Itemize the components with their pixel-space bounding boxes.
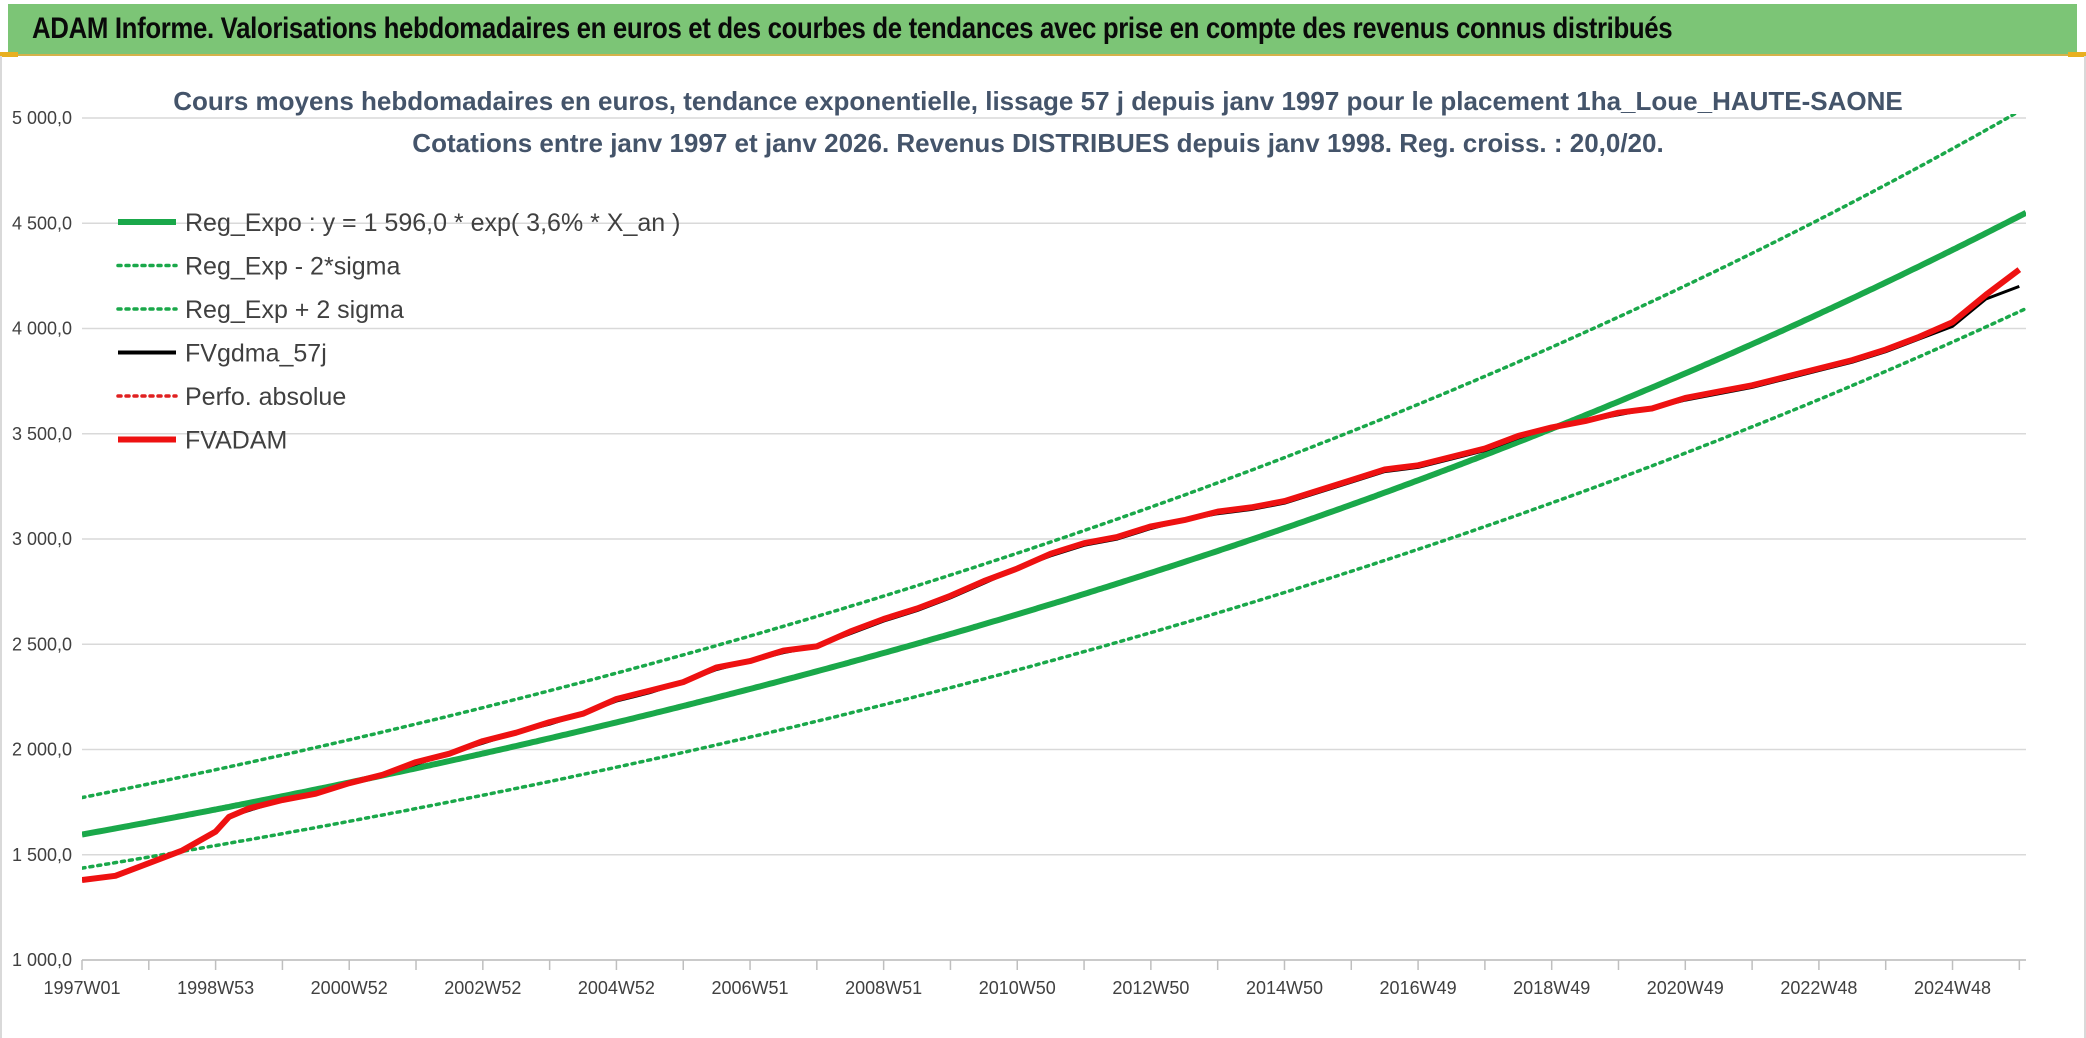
axes: [81, 959, 2026, 970]
series-line-2: [82, 114, 2018, 800]
series-lines: [82, 114, 2026, 883]
x-tick-label: 2002W52: [444, 978, 521, 998]
x-tick-label: 2008W51: [845, 978, 922, 998]
report-banner: ADAM Informe. Valorisations hebdomadaire…: [8, 4, 2077, 56]
x-tick-label: 2004W52: [578, 978, 655, 998]
y-tick-label: 4 500,0: [12, 213, 72, 233]
legend: Reg_Expo : y = 1 596,0 * exp( 3,6% * X_a…: [116, 209, 680, 455]
x-tick-label: 2006W51: [712, 978, 789, 998]
series-line-0: [82, 210, 2026, 838]
y-tick-label: 1 000,0: [12, 950, 72, 970]
series-line-3: [82, 284, 2020, 882]
y-tick-label: 4 000,0: [12, 319, 72, 339]
x-axis-tick-labels: 1997W01 1998W53 2000W52 2002W52 2004W52 2006W…: [43, 978, 1991, 998]
y-tick-label: 3 500,0: [12, 424, 72, 444]
legend-label: Reg_Exp + 2 sigma: [185, 296, 404, 324]
y-tick-label: 1 500,0: [12, 845, 72, 865]
y-tick-label: 3 000,0: [12, 529, 72, 549]
x-tick-label: 2010W50: [979, 978, 1056, 998]
chart-frame: [0, 56, 2086, 1038]
legend-label: Perfo. absolue: [185, 383, 346, 411]
legend-label: FVADAM: [185, 427, 287, 455]
banner-corner-left: [0, 52, 18, 57]
y-tick-label: 2 500,0: [12, 634, 72, 654]
x-tick-label: 2020W49: [1647, 978, 1724, 998]
chart-title-line-1: Cours moyens hebdomadaires en euros, ten…: [173, 86, 1903, 116]
grid-lines: [82, 117, 2026, 961]
y-tick-label: 5 000,0: [12, 108, 72, 128]
legend-label: Reg_Exp - 2*sigma: [185, 253, 400, 281]
x-tick-label: 1998W53: [177, 978, 254, 998]
series-line-1: [82, 306, 2026, 870]
x-tick-label: 2018W49: [1513, 978, 1590, 998]
report-title: ADAM Informe. Valorisations hebdomadaire…: [32, 12, 1673, 45]
x-tick-label: 2014W50: [1246, 978, 1323, 998]
x-tick-label: 2016W49: [1380, 978, 1457, 998]
x-tick-label: 1997W01: [43, 978, 120, 998]
banner-corner-right: [2068, 52, 2086, 57]
chart-title-line-2: Cotations entre janv 1997 et janv 2026. …: [412, 128, 1663, 158]
chart-title: Cours moyens hebdomadaires en euros, ten…: [173, 86, 1903, 158]
y-axis-tick-labels: 1 000,0 1 500,0 2 000,0 2 500,0 3 000,0 3 500…: [12, 108, 72, 970]
x-tick-label: 2024W48: [1914, 978, 1991, 998]
x-tick-label: 2022W48: [1780, 978, 1857, 998]
legend-label: Reg_Expo : y = 1 596,0 * exp( 3,6% * X_a…: [185, 209, 680, 237]
x-tick-label: 2012W50: [1112, 978, 1189, 998]
y-tick-label: 2 000,0: [12, 740, 72, 760]
x-tick-label: 2000W52: [311, 978, 388, 998]
series-line-5: [82, 267, 2022, 883]
legend-label: FVgdma_57j: [185, 340, 327, 368]
